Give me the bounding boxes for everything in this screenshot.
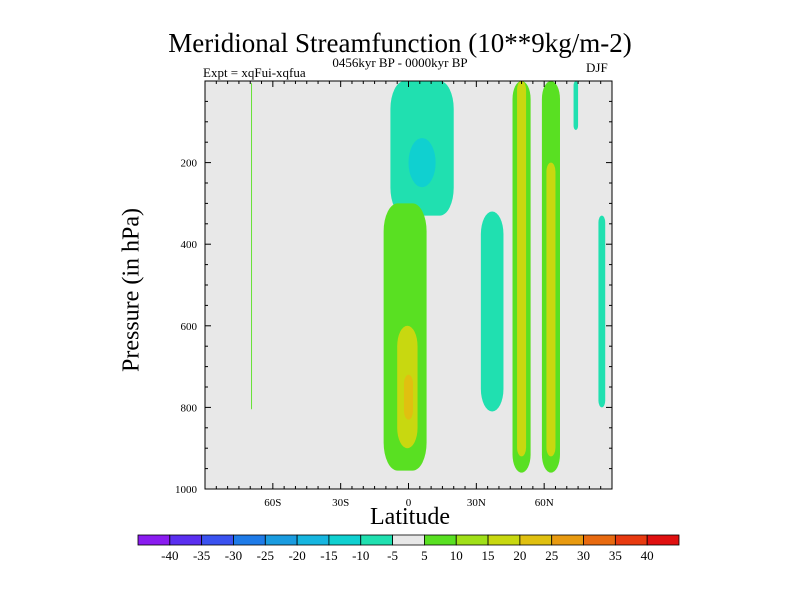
colorbar-box (487, 534, 521, 546)
colorbar-box (296, 534, 330, 546)
colorbar-label: 30 (577, 548, 590, 563)
colorbar-label: 5 (421, 548, 428, 563)
x-tick-label: 0 (406, 497, 412, 509)
colorbar-box (614, 534, 648, 546)
colorbar-box (328, 534, 362, 546)
y-tick-label: 1000 (175, 484, 198, 496)
chart-subtitle: 0456kyr BP - 0000kyr BP (332, 55, 468, 70)
colorbar-label: -30 (225, 548, 242, 563)
y-tick-label: 600 (181, 321, 198, 333)
colorbar-label: -5 (387, 548, 398, 563)
thin-positive-line-60S (251, 83, 253, 410)
x-tick-label: 30S (332, 497, 349, 509)
colorbar-label: -40 (161, 548, 178, 563)
colorbar-box (392, 534, 425, 546)
colorbar-label: 20 (513, 548, 526, 563)
colorbar-label: 40 (641, 548, 654, 563)
colorbar-box (519, 534, 553, 546)
colorbar-label: 35 (609, 548, 622, 563)
chart-title: Meridional Streamfunction (10**9kg/m-2) (168, 28, 632, 58)
x-axis-label: Latitude (370, 504, 450, 530)
colorbar-box (169, 534, 203, 546)
x-tick-label: 60N (535, 497, 554, 509)
colorbar-box (583, 534, 616, 546)
colorbar-box (201, 534, 234, 546)
y-tick-label: 200 (181, 158, 198, 170)
colorbar-box (455, 534, 489, 546)
positive-max-equator (403, 374, 414, 420)
positive-core-45N (517, 81, 527, 457)
negative-core-upper-equator (408, 138, 436, 188)
negative-strip-75N (573, 81, 579, 130)
colorbar-label: -10 (352, 548, 369, 563)
colorbar-box (646, 534, 680, 546)
x-tick-label: 60S (264, 497, 281, 509)
experiment-label: Expt = xqFui-xqfua (203, 65, 306, 80)
colorbar-label: 15 (482, 548, 495, 563)
season-label: DJF (586, 60, 608, 75)
positive-core-62N (546, 162, 556, 457)
y-tick-label: 400 (181, 239, 198, 251)
colorbar-box (360, 534, 393, 546)
negative-sliver-85N (598, 215, 606, 408)
colorbar-label: -20 (288, 548, 305, 563)
colorbar-box (137, 534, 171, 546)
colorbar-box (424, 534, 457, 546)
colorbar-label: 10 (450, 548, 463, 563)
colorbar-label: -35 (193, 548, 210, 563)
colorbar-box (233, 534, 266, 546)
y-tick-label: 800 (181, 402, 198, 414)
colorbar-label: -15 (320, 548, 337, 563)
negative-cell-30N (480, 211, 504, 412)
colorbar-box (551, 534, 584, 546)
x-tick-label: 30N (467, 497, 486, 509)
colorbar-label: -25 (257, 548, 274, 563)
colorbar-box (264, 534, 298, 546)
colorbar-label: 25 (545, 548, 558, 563)
